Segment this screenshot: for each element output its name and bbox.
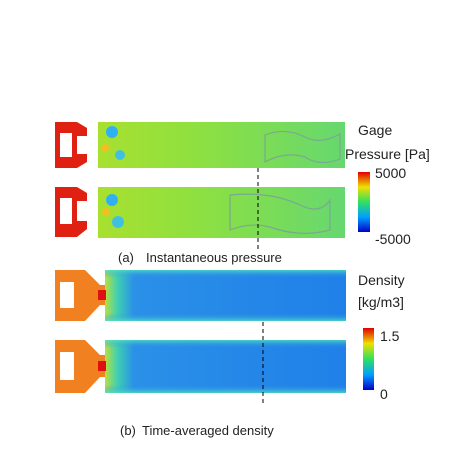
colorbar-label: 1.5 — [380, 328, 400, 344]
density-plot-2 — [55, 340, 346, 393]
colorbar-title: Pressure [Pa] — [345, 146, 430, 162]
pressure-plot-1 — [55, 122, 345, 168]
colorbar-title: [kg/m3] — [358, 294, 404, 310]
density-plot-1 — [55, 270, 346, 321]
colorbar — [358, 172, 370, 232]
colorbar-label: 0 — [380, 386, 388, 402]
caption: Time-averaged density — [142, 423, 274, 438]
caption: Instantaneous pressure — [146, 250, 282, 265]
colorbar-title: Density — [358, 272, 405, 288]
colorbar-label: -5000 — [375, 231, 411, 247]
colorbar — [363, 328, 374, 390]
caption-label: (b) — [120, 423, 136, 438]
colorbar-title: Gage — [358, 122, 392, 138]
pressure-plot-2 — [55, 187, 345, 238]
colorbar-label: 5000 — [375, 165, 406, 181]
caption-label: (a) — [118, 250, 134, 265]
